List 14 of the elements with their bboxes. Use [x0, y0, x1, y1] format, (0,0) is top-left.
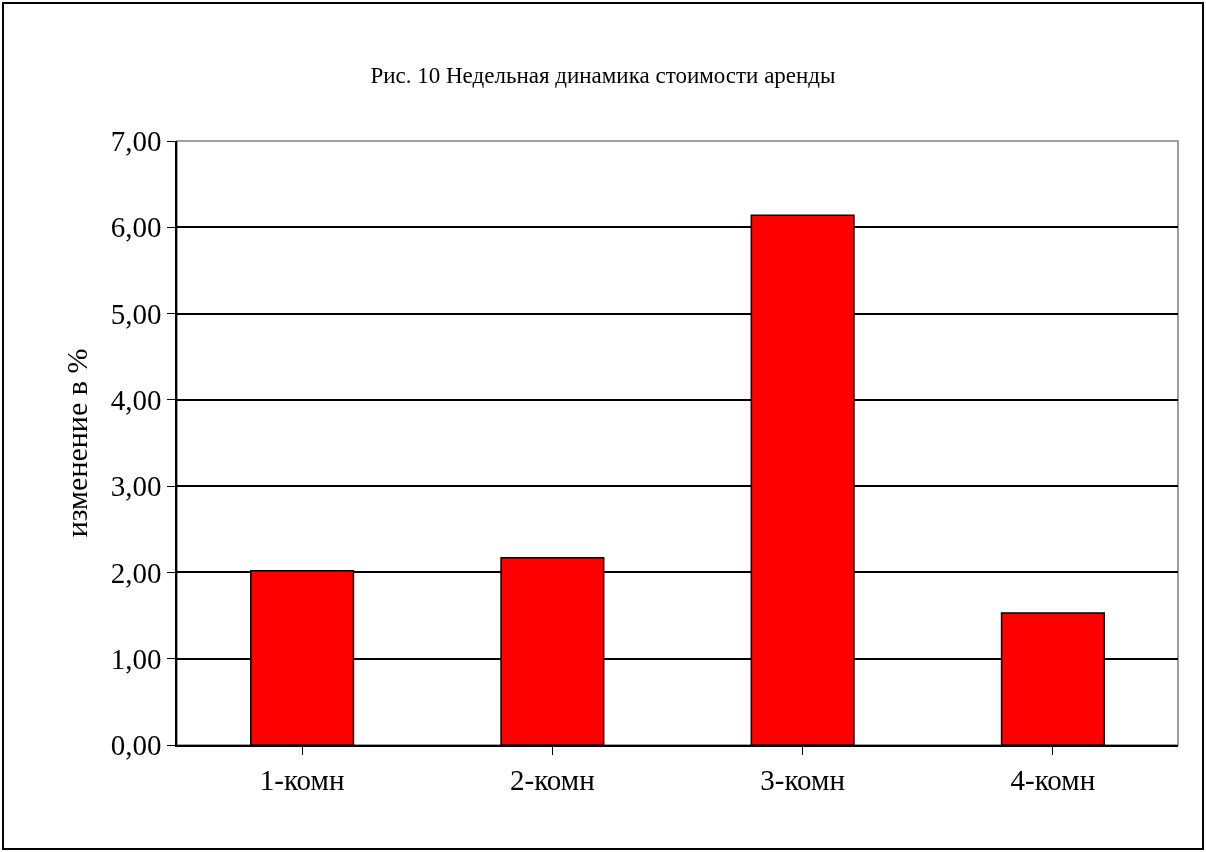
y-tick-label: 0,00 [110, 729, 162, 762]
y-tick-label: 4,00 [110, 384, 162, 417]
y-tick-label: 6,00 [110, 211, 162, 244]
y-tick-label: 3,00 [110, 470, 162, 503]
y-tick-label: 1,00 [110, 642, 162, 675]
y-tick-label: 7,00 [110, 125, 162, 158]
x-tick-label: 3-комн [760, 763, 845, 796]
x-tick-label: 4-комн [1010, 763, 1096, 796]
y-axis-title: изменение в % [60, 348, 94, 538]
chart-title: Рис. 10 Недельная динамика стоимости аренды [370, 63, 836, 89]
y-tick-label: 5,00 [110, 297, 162, 330]
y-tick-label: 2,00 [110, 556, 162, 589]
x-tick-label: 2-комн [510, 763, 595, 796]
x-tick-label: 1-комн [259, 763, 345, 796]
